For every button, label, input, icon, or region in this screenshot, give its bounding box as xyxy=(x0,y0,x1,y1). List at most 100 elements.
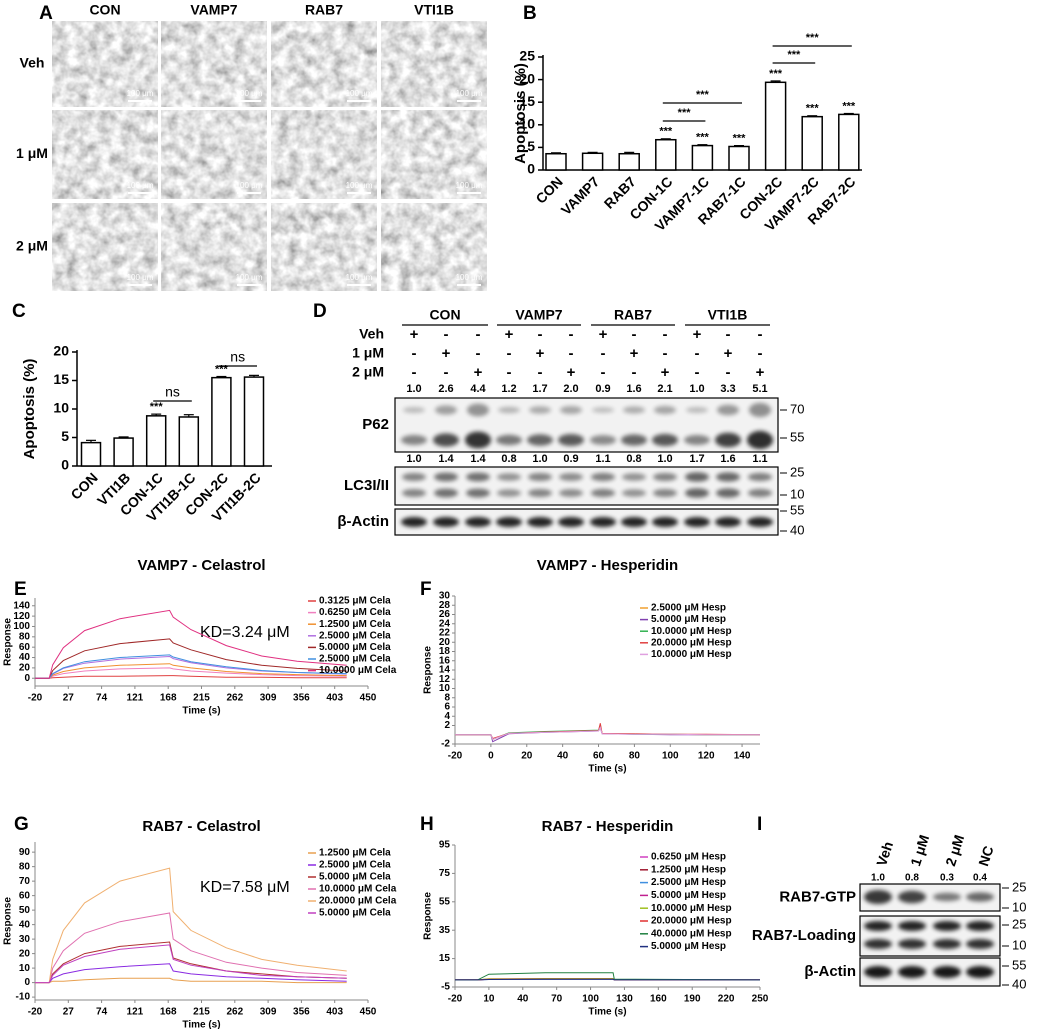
marker-label: 40 xyxy=(1012,976,1026,991)
blot-label: β-Actin xyxy=(337,513,389,530)
protein-band xyxy=(403,407,425,413)
y-tick-label: 5 xyxy=(527,138,535,154)
protein-band xyxy=(864,890,892,904)
protein-band xyxy=(622,473,646,481)
treatment-sign: - xyxy=(476,326,481,343)
protein-band xyxy=(748,472,772,482)
chart-title: VAMP7 - Hesperidin xyxy=(537,557,678,574)
significance-mark: *** xyxy=(842,100,856,112)
blot xyxy=(394,397,779,453)
x-tick-label: 40 xyxy=(557,751,569,762)
treatment-sign: + xyxy=(442,345,451,362)
legend-label: 10.0000 μM Cela xyxy=(319,884,397,895)
treatment-sign: - xyxy=(444,326,449,343)
x-tick-label: -20 xyxy=(448,994,463,1005)
protein-band xyxy=(402,473,426,481)
protein-band xyxy=(966,939,994,949)
blot-label: β-Actin xyxy=(804,963,856,980)
lane-label: 2 μM xyxy=(942,833,967,868)
protein-band xyxy=(621,517,647,527)
band-quantity: 0.3 xyxy=(940,873,954,884)
legend-label: 5.0000 μM Hesp xyxy=(651,941,726,952)
legend-label: 2.5000 μM Cela xyxy=(319,860,391,871)
y-tick-label: 8 xyxy=(444,692,450,703)
protein-band xyxy=(401,435,427,445)
marker-label: 10 xyxy=(1012,937,1026,952)
legend-label: 20.0000 μM Cela xyxy=(319,896,397,907)
protein-band xyxy=(864,939,892,949)
x-tick-label: 80 xyxy=(629,751,641,762)
legend-label: 2.5000 μM Hesp xyxy=(651,603,726,614)
response-curve xyxy=(35,944,347,984)
legend-label: 1.2500 μM Cela xyxy=(319,619,391,630)
marker-label: 70 xyxy=(790,401,804,416)
significance-mark: *** xyxy=(215,363,229,375)
bar xyxy=(581,152,604,171)
protein-band xyxy=(497,489,521,497)
legend-label: 10.0000 μM Hesp xyxy=(651,903,732,914)
legend-label: 1.2500 μM Cela xyxy=(319,848,391,859)
protein-band xyxy=(966,921,994,931)
protein-band xyxy=(559,473,583,481)
legend-label: 5.0000 μM Cela xyxy=(319,908,391,919)
protein-band xyxy=(686,407,708,413)
protein-band xyxy=(401,517,427,527)
band-quantity: 1.0 xyxy=(532,453,547,465)
band-quantity: 1.7 xyxy=(689,453,704,465)
protein-band xyxy=(898,939,926,949)
x-axis-label: Time (s) xyxy=(182,1020,220,1029)
protein-band xyxy=(933,966,961,978)
protein-band xyxy=(528,473,552,481)
legend-label: 10.0000 μM Hesp xyxy=(651,626,732,637)
y-tick-label: 25 xyxy=(519,48,535,64)
treatment-sign: + xyxy=(410,326,419,343)
y-tick-label: -5 xyxy=(441,982,450,993)
scale-bar-label: 100 μm xyxy=(236,181,263,190)
micrograph xyxy=(52,110,158,199)
blot xyxy=(859,957,1001,987)
protein-band xyxy=(966,966,994,978)
micrograph xyxy=(381,21,487,107)
protein-band xyxy=(747,430,773,450)
x-tick-label: 70 xyxy=(551,994,563,1005)
y-tick-label: 12 xyxy=(439,674,451,685)
blot xyxy=(859,883,1001,912)
response-curve xyxy=(35,654,347,679)
x-tick-label: 100 xyxy=(582,994,599,1005)
treatment-sign: - xyxy=(758,326,763,343)
legend-label: 1.2500 μM Hesp xyxy=(651,864,726,875)
protein-band xyxy=(496,434,522,446)
protein-band xyxy=(716,472,740,482)
protein-band xyxy=(717,404,739,416)
treatment-sign: - xyxy=(569,326,574,343)
y-tick-label: 140 xyxy=(13,600,30,611)
legend-label: 10.0000 μM Cela xyxy=(319,665,397,676)
bar xyxy=(728,145,750,171)
blot-frame xyxy=(394,466,779,506)
treatment-sign: + xyxy=(567,364,576,381)
comparison-label: *** xyxy=(678,107,692,119)
y-tick-label: 4 xyxy=(444,711,450,722)
y-tick-label: 15 xyxy=(53,371,69,387)
micrograph xyxy=(161,203,267,291)
protein-band xyxy=(898,890,926,904)
y-tick-label: 15 xyxy=(519,93,535,109)
x-tick-label: 356 xyxy=(293,1007,310,1018)
x-tick-label: 121 xyxy=(127,693,144,704)
y-tick-label: 80 xyxy=(19,861,31,872)
band-quantity: 4.4 xyxy=(470,383,486,395)
treatment-sign: - xyxy=(538,364,543,381)
bar xyxy=(211,376,232,467)
response-curve xyxy=(35,963,347,984)
protein-band xyxy=(966,892,994,902)
column-header: RAB7 xyxy=(305,2,343,18)
x-tick-label: 403 xyxy=(326,1007,343,1018)
treatment-sign: + xyxy=(724,345,733,362)
bar xyxy=(80,441,102,467)
x-axis-label: Time (s) xyxy=(588,1007,626,1018)
response-curve xyxy=(35,977,347,984)
x-tick-label: 27 xyxy=(63,1007,75,1018)
protein-band xyxy=(560,406,582,414)
blot xyxy=(394,508,779,536)
